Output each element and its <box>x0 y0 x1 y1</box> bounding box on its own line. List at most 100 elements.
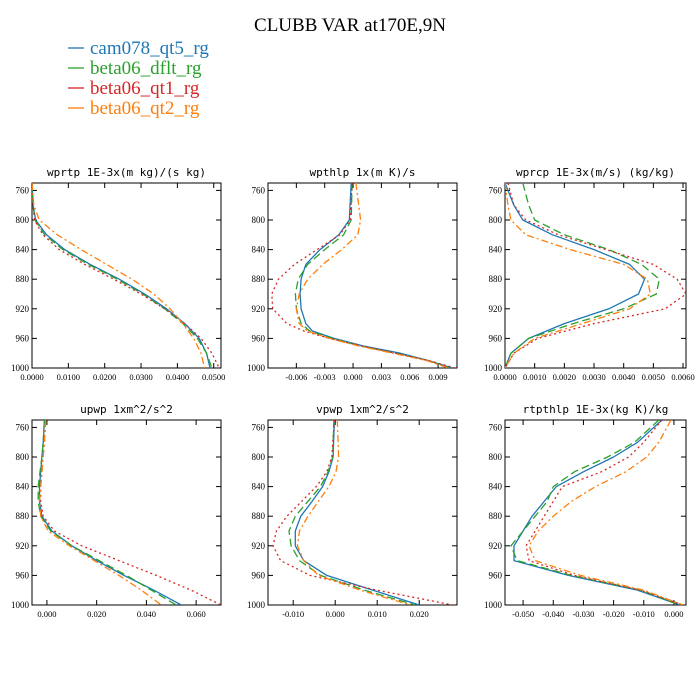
legend-entry: cam078_qt5_rg <box>90 38 209 59</box>
x-tick-label: 0.0000 <box>493 372 516 382</box>
y-tick-label: 800 <box>16 452 30 462</box>
y-tick-label: 920 <box>16 304 30 314</box>
y-tick-label: 800 <box>489 215 503 225</box>
x-tick-label: 0.0010 <box>523 372 546 382</box>
series-line <box>40 420 221 605</box>
x-tick-label: -0.030 <box>572 609 594 619</box>
x-tick-label: -0.050 <box>512 609 534 619</box>
series-line <box>528 420 684 605</box>
y-tick-label: 920 <box>16 541 30 551</box>
series-line <box>505 183 686 368</box>
panel-title: wprtp 1E-3x(m kg)/(s kg) <box>47 166 206 179</box>
legend-entry: beta06_qt2_rg <box>90 98 200 119</box>
series-line <box>37 420 177 605</box>
x-tick-label: 0.0060 <box>671 372 694 382</box>
x-tick-label: 0.0050 <box>642 372 665 382</box>
y-tick-label: 800 <box>252 452 266 462</box>
y-tick-label: 880 <box>16 274 30 284</box>
y-tick-label: 760 <box>252 185 266 195</box>
legend-entry: beta06_dflt_rg <box>90 58 202 79</box>
legend-entry: beta06_qt1_rg <box>90 78 200 99</box>
series-line <box>525 420 684 605</box>
y-tick-label: 960 <box>489 333 503 343</box>
y-tick-label: 1000 <box>11 363 30 373</box>
x-tick-label: 0.009 <box>429 372 448 382</box>
y-tick-label: 840 <box>16 245 30 255</box>
series-line <box>294 420 420 605</box>
chart-panel: upwp 1xm^2/s^2 760 800 840 880 920 960 1000 0.00… <box>11 403 222 619</box>
chart-panel: rtpthlp 1E-3x(kg K)/kg 760 800 840 880 920 960… <box>484 403 687 619</box>
y-tick-label: 760 <box>489 185 503 195</box>
series-line <box>32 183 206 368</box>
x-tick-label: 0.0030 <box>582 372 605 382</box>
x-tick-label: 0.020 <box>87 609 106 619</box>
y-tick-label: 840 <box>252 245 266 255</box>
chart-panel: wprcp 1E-3x(m/s) (kg/kg) 760 800 840 880 920 9… <box>484 166 695 382</box>
panel-title: upwp 1xm^2/s^2 <box>80 403 173 416</box>
y-tick-label: 800 <box>489 452 503 462</box>
panel-title: wprcp 1E-3x(m/s) (kg/kg) <box>516 166 675 179</box>
plot-frame <box>504 182 687 369</box>
x-tick-label: -0.003 <box>314 372 336 382</box>
x-tick-label: -0.020 <box>603 609 625 619</box>
plot-frame <box>267 419 458 606</box>
y-tick-label: 1000 <box>247 363 266 373</box>
x-tick-label: 0.000 <box>326 609 345 619</box>
y-tick-label: 1000 <box>247 600 266 610</box>
x-tick-label: 0.0200 <box>93 372 116 382</box>
series-line <box>288 420 416 605</box>
y-tick-label: 960 <box>16 333 30 343</box>
x-tick-label: 0.0020 <box>553 372 576 382</box>
y-tick-label: 1000 <box>484 600 503 610</box>
x-tick-label: 0.000 <box>37 609 56 619</box>
x-tick-label: 0.000 <box>664 609 683 619</box>
y-tick-label: 840 <box>489 482 503 492</box>
chart-panel: wprtp 1E-3x(m kg)/(s kg) 760 800 840 880 920 9… <box>11 166 225 382</box>
y-tick-label: 1000 <box>11 600 30 610</box>
y-tick-label: 920 <box>489 541 503 551</box>
y-tick-label: 960 <box>252 333 266 343</box>
y-tick-label: 840 <box>16 482 30 492</box>
series-line <box>294 183 450 368</box>
y-tick-label: 760 <box>16 422 30 432</box>
y-tick-label: 760 <box>252 422 266 432</box>
y-tick-label: 880 <box>16 511 30 521</box>
x-tick-label: 0.0400 <box>166 372 189 382</box>
y-tick-label: 960 <box>16 570 30 580</box>
panel-title: rtpthlp 1E-3x(kg K)/kg <box>523 403 669 416</box>
series-line <box>32 183 211 368</box>
y-tick-label: 800 <box>252 215 266 225</box>
x-tick-label: 0.003 <box>372 372 391 382</box>
series-line <box>505 183 660 368</box>
y-tick-label: 1000 <box>484 363 503 373</box>
y-tick-label: 960 <box>489 570 503 580</box>
x-tick-label: 0.0500 <box>202 372 225 382</box>
series-line <box>272 420 453 605</box>
x-tick-label: -0.006 <box>285 372 307 382</box>
x-tick-label: -0.010 <box>282 609 304 619</box>
x-tick-label: -0.040 <box>542 609 564 619</box>
x-tick-label: 0.060 <box>187 609 206 619</box>
y-tick-label: 960 <box>252 570 266 580</box>
y-tick-label: 840 <box>252 482 266 492</box>
x-tick-label: -0.010 <box>633 609 655 619</box>
chart-panel: wpthlp 1x(m K)/s 760 800 840 880 920 960 1000 -0… <box>247 166 458 382</box>
x-tick-label: 0.020 <box>410 609 429 619</box>
y-tick-label: 920 <box>252 541 266 551</box>
y-tick-label: 920 <box>489 304 503 314</box>
y-tick-label: 880 <box>489 274 503 284</box>
x-tick-label: 0.040 <box>137 609 156 619</box>
series-line <box>299 183 453 368</box>
plot-frame <box>267 182 458 369</box>
x-tick-label: 0.0000 <box>20 372 43 382</box>
series-line <box>296 420 411 605</box>
chart-panel: vpwp 1xm^2/s^2 760 800 840 880 920 960 1000 -0.0… <box>247 403 458 619</box>
x-tick-label: 0.0100 <box>57 372 80 382</box>
y-tick-label: 760 <box>489 422 503 432</box>
y-tick-label: 880 <box>489 511 503 521</box>
x-tick-label: 0.000 <box>343 372 362 382</box>
y-tick-label: 760 <box>16 185 30 195</box>
plot-frame <box>31 419 222 606</box>
